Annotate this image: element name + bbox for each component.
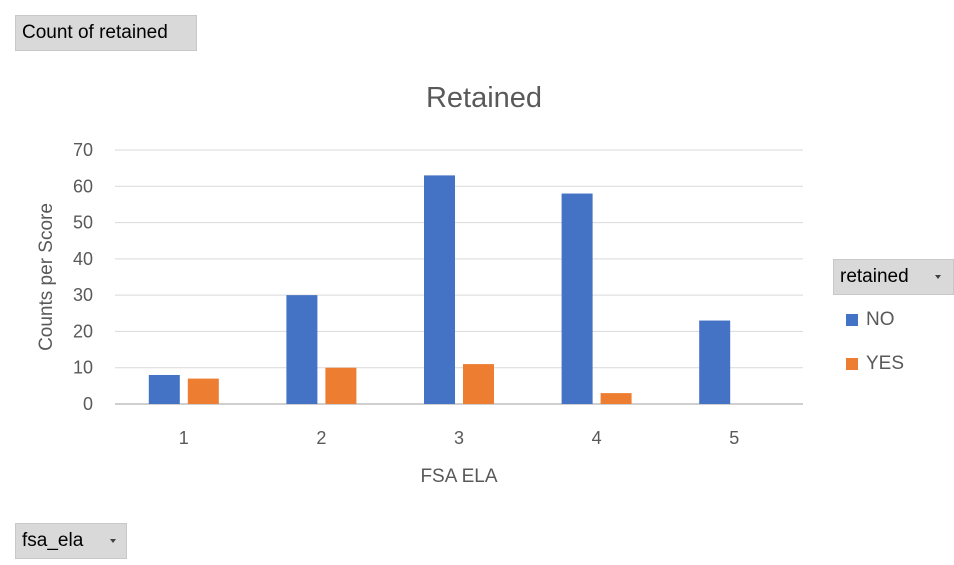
y-tick-label: 30 — [73, 285, 93, 305]
legend-field-button[interactable]: retained — [833, 259, 954, 295]
bar-yes-4 — [600, 393, 632, 404]
bar-no-5 — [699, 320, 731, 404]
y-tick-label: 20 — [73, 321, 93, 341]
bar-no-4 — [561, 193, 593, 404]
gridlines — [115, 149, 803, 405]
axis-field-label: fsa_ela — [22, 530, 84, 551]
axis-field-button[interactable]: fsa_ela — [15, 523, 127, 559]
bar-yes-2 — [325, 367, 357, 404]
bars — [148, 175, 731, 404]
x-axis-label: FSA ELA — [420, 466, 497, 487]
value-field-label: Count of retained — [22, 22, 168, 43]
legend-swatch-no — [846, 314, 858, 326]
bar-yes-3 — [463, 364, 494, 404]
value-field-button[interactable]: Count of retained — [15, 15, 197, 51]
y-tick-label: 50 — [73, 213, 93, 233]
y-tick-label: 60 — [73, 176, 93, 196]
x-tick-label: 2 — [316, 428, 326, 448]
y-axis-label: Counts per Score — [36, 203, 57, 351]
x-tick-labels: 1 2 3 4 5 — [179, 428, 739, 448]
y-tick-label: 40 — [73, 249, 93, 269]
legend-swatch-yes — [846, 358, 858, 370]
bar-no-3 — [424, 175, 455, 404]
x-tick-label: 4 — [592, 428, 602, 448]
bar-no-1 — [148, 374, 180, 404]
legend-field-label: retained — [840, 266, 909, 287]
chevron-down-icon — [935, 275, 941, 279]
y-tick-label: 10 — [73, 358, 93, 378]
legend-label-no: NO — [866, 309, 895, 330]
y-tick-label: 0 — [83, 394, 93, 414]
x-tick-label: 3 — [454, 428, 464, 448]
chart-title: Retained — [426, 82, 542, 114]
legend-item-yes: YES — [846, 352, 904, 376]
bar-no-2 — [286, 295, 318, 404]
bar-yes-1 — [187, 378, 219, 404]
chevron-down-icon — [110, 539, 116, 543]
y-tick-labels: 0 10 20 30 40 50 60 70 — [73, 140, 93, 414]
y-tick-label: 70 — [73, 140, 93, 160]
x-tick-label: 5 — [729, 428, 739, 448]
legend-item-no: NO — [846, 308, 895, 332]
x-tick-label: 1 — [179, 428, 189, 448]
legend-label-yes: YES — [866, 353, 905, 374]
